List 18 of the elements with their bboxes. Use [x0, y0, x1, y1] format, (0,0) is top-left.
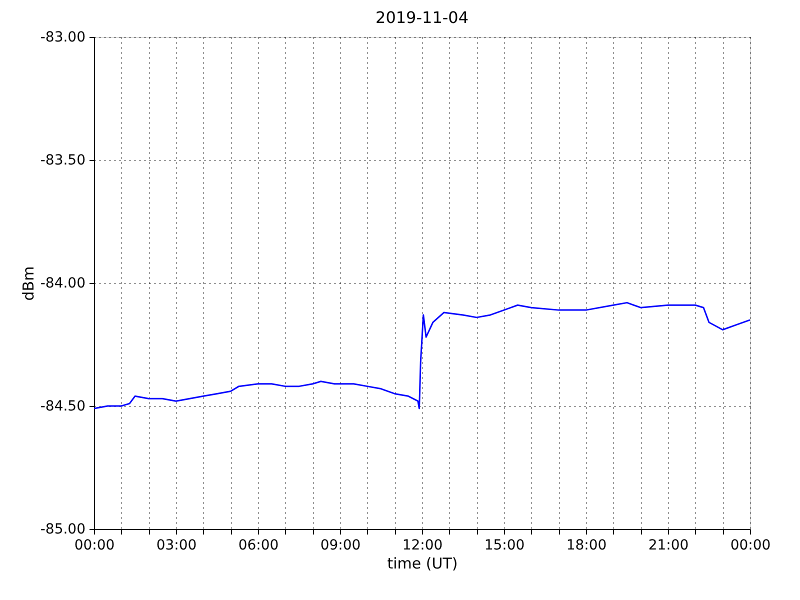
y-tick-label: -83.00: [40, 30, 86, 46]
x-tick-label: 21:00: [648, 538, 689, 554]
x-tick-label: 00:00: [74, 538, 115, 554]
y-axis-title: dBm: [19, 266, 38, 301]
x-tick-label: 12:00: [402, 538, 443, 554]
x-tick-label: 18:00: [566, 538, 607, 554]
line-series: [93, 302, 751, 410]
y-tick-label: -84.50: [40, 398, 86, 414]
x-tick-label: 03:00: [156, 538, 197, 554]
chart-title: 2019-11-04: [376, 8, 468, 27]
y-tick-label: -85.00: [40, 522, 86, 538]
x-tick-label: 15:00: [484, 538, 525, 554]
x-tick-label: 09:00: [320, 538, 361, 554]
y-tick-label: -84.00: [40, 276, 86, 292]
x-axis-title: time (UT): [387, 554, 458, 572]
x-tick-label: 00:00: [730, 538, 771, 554]
x-tick-label: 06:00: [238, 538, 279, 554]
y-tick-label: -83.50: [40, 152, 86, 168]
